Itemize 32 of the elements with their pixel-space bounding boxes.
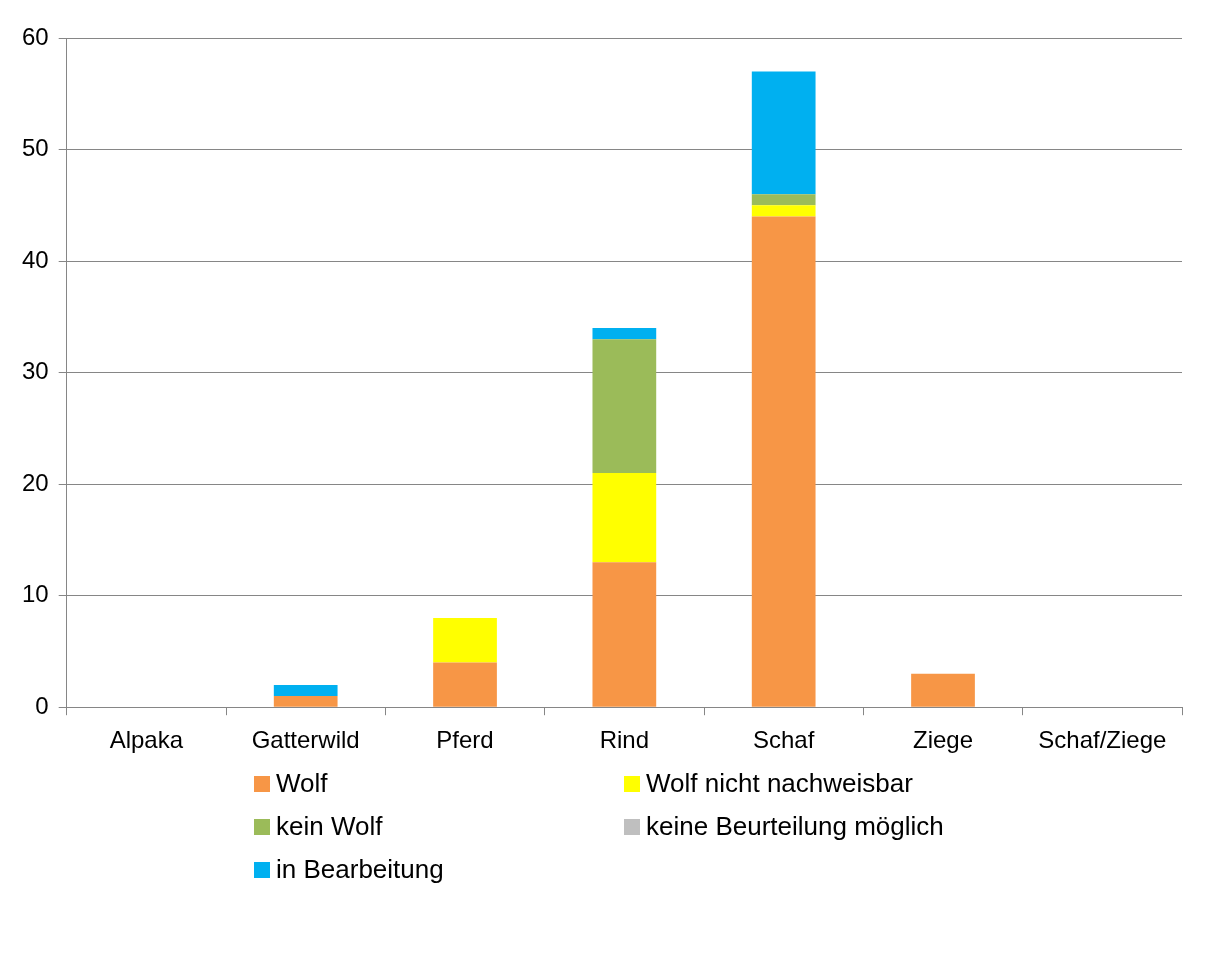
- y-tick-label: 30: [21, 357, 49, 385]
- x-tick-label: Pferd: [436, 726, 494, 754]
- bar: [592, 327, 657, 340]
- bar: [592, 472, 657, 563]
- bar: [911, 673, 975, 707]
- x-tick-label: Alpaka: [109, 726, 184, 754]
- legend-label: in Bearbeitung: [276, 854, 444, 885]
- y-tick-label: 0: [35, 691, 49, 719]
- legend-label: Wolf nicht nachweisbar: [646, 768, 913, 799]
- bar: [751, 71, 816, 195]
- bar: [433, 617, 497, 663]
- y-tick-label: 20: [21, 468, 49, 496]
- x-tick-label: Gatterwild: [251, 726, 360, 754]
- y-tick-label: 60: [21, 22, 49, 50]
- bar: [751, 194, 816, 206]
- legend-label: Wolf: [276, 768, 328, 799]
- bar: [592, 562, 657, 707]
- x-tick-label: Ziege: [912, 726, 974, 754]
- y-tick-label: 10: [21, 580, 49, 608]
- x-tick-label: Schaf/Ziege: [1038, 726, 1167, 754]
- bar: [273, 696, 338, 707]
- y-tick-label: 40: [21, 245, 49, 273]
- legend-label: keine Beurteilung möglich: [646, 811, 944, 842]
- bar: [273, 684, 338, 697]
- bar: [592, 339, 657, 473]
- bar: [433, 662, 497, 707]
- y-tick-label: 50: [21, 134, 49, 162]
- bar: [751, 205, 816, 217]
- x-tick-label: Schaf: [752, 726, 815, 754]
- x-tick-label: Rind: [599, 726, 650, 754]
- legend-label: kein Wolf: [276, 811, 383, 842]
- bar: [751, 216, 816, 707]
